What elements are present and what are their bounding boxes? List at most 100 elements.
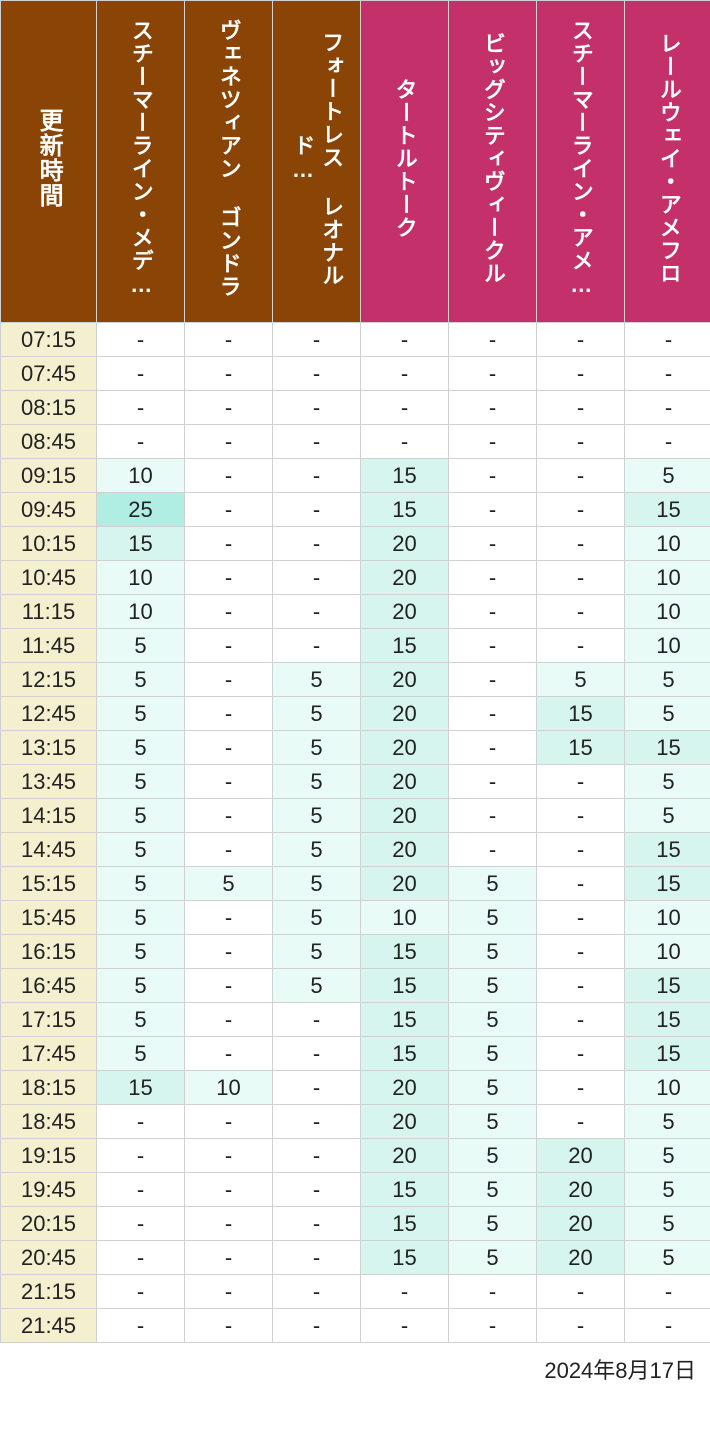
data-cell: 5 [625, 1139, 710, 1173]
data-cell: - [449, 391, 537, 425]
data-cell: 15 [537, 731, 625, 765]
data-cell: - [273, 425, 361, 459]
data-cell: - [449, 765, 537, 799]
data-cell: - [185, 595, 273, 629]
time-cell: 07:45 [1, 357, 97, 391]
data-cell: - [537, 629, 625, 663]
data-cell: - [537, 867, 625, 901]
table-head: 更新時間スチーマーライン・メデ…ヴェネツィアン ゴンドラフォートレス レオナルド… [1, 1, 710, 323]
data-cell: 20 [361, 595, 449, 629]
time-cell: 09:45 [1, 493, 97, 527]
table-row: 07:15------- [1, 323, 710, 357]
time-cell: 08:15 [1, 391, 97, 425]
time-cell: 15:45 [1, 901, 97, 935]
data-cell: - [361, 357, 449, 391]
data-cell: 5 [97, 663, 185, 697]
data-cell: - [185, 357, 273, 391]
data-cell: 10 [625, 595, 710, 629]
data-cell: - [185, 1207, 273, 1241]
table-row: 08:15------- [1, 391, 710, 425]
data-cell: - [449, 697, 537, 731]
data-cell: - [97, 1309, 185, 1343]
data-cell: 5 [625, 1105, 710, 1139]
data-cell: - [185, 1037, 273, 1071]
table-row: 20:15---155205 [1, 1207, 710, 1241]
time-header-label: 更新時間 [33, 108, 64, 208]
data-cell: - [185, 323, 273, 357]
data-cell: 5 [449, 1037, 537, 1071]
data-cell: 15 [361, 969, 449, 1003]
data-cell: - [185, 731, 273, 765]
table-row: 08:45------- [1, 425, 710, 459]
column-header: ビッグシティヴィークル [449, 1, 537, 323]
data-cell: - [449, 357, 537, 391]
column-header: スチーマーライン・メデ… [97, 1, 185, 323]
data-cell: 5 [97, 1003, 185, 1037]
data-cell: 10 [625, 561, 710, 595]
time-cell: 17:15 [1, 1003, 97, 1037]
data-cell: 15 [625, 1003, 710, 1037]
data-cell: - [537, 765, 625, 799]
data-cell: - [449, 493, 537, 527]
data-cell: 5 [625, 663, 710, 697]
data-cell: 5 [97, 901, 185, 935]
data-cell: - [449, 561, 537, 595]
data-cell: - [537, 1037, 625, 1071]
data-cell: 5 [273, 833, 361, 867]
data-cell: 10 [185, 1071, 273, 1105]
table-row: 12:155-520-55 [1, 663, 710, 697]
data-cell: 15 [625, 969, 710, 1003]
data-cell: - [537, 1105, 625, 1139]
data-cell: - [625, 1275, 710, 1309]
data-cell: 5 [449, 1071, 537, 1105]
data-cell: 20 [361, 1071, 449, 1105]
data-cell: 15 [97, 1071, 185, 1105]
data-cell: 5 [625, 697, 710, 731]
table-row: 15:455-5105-10 [1, 901, 710, 935]
column-header: レールウェイ・アメフロ [625, 1, 710, 323]
data-cell: 5 [273, 969, 361, 1003]
data-cell: - [625, 323, 710, 357]
time-cell: 21:45 [1, 1309, 97, 1343]
data-cell: 5 [97, 1037, 185, 1071]
data-cell: - [449, 595, 537, 629]
data-cell: 10 [97, 595, 185, 629]
table-row: 15:15555205-15 [1, 867, 710, 901]
data-cell: 20 [361, 799, 449, 833]
data-cell: - [625, 357, 710, 391]
time-cell: 13:15 [1, 731, 97, 765]
data-cell: - [449, 323, 537, 357]
table-row: 09:4525--15--15 [1, 493, 710, 527]
data-cell: - [273, 1139, 361, 1173]
data-cell: - [273, 1003, 361, 1037]
data-cell: 5 [97, 731, 185, 765]
data-cell: - [185, 527, 273, 561]
data-cell: - [97, 1173, 185, 1207]
data-cell: - [273, 527, 361, 561]
data-cell: - [537, 527, 625, 561]
time-cell: 19:15 [1, 1139, 97, 1173]
data-cell: 20 [537, 1241, 625, 1275]
data-cell: - [273, 459, 361, 493]
table-row: 21:15------- [1, 1275, 710, 1309]
data-cell: 15 [625, 731, 710, 765]
data-cell: 15 [361, 1173, 449, 1207]
column-header: タートルトーク [361, 1, 449, 323]
time-header: 更新時間 [1, 1, 97, 323]
data-cell: 5 [625, 799, 710, 833]
header-row: 更新時間スチーマーライン・メデ…ヴェネツィアン ゴンドラフォートレス レオナルド… [1, 1, 710, 323]
data-cell: 15 [625, 867, 710, 901]
data-cell: - [273, 1071, 361, 1105]
data-cell: 20 [537, 1173, 625, 1207]
data-cell: - [97, 391, 185, 425]
data-cell: - [537, 493, 625, 527]
data-cell: - [185, 697, 273, 731]
data-cell: - [185, 935, 273, 969]
data-cell: 5 [449, 1207, 537, 1241]
table-row: 11:455--15--10 [1, 629, 710, 663]
data-cell: 5 [97, 629, 185, 663]
data-cell: - [185, 1241, 273, 1275]
data-cell: 20 [361, 765, 449, 799]
time-cell: 07:15 [1, 323, 97, 357]
time-cell: 18:45 [1, 1105, 97, 1139]
